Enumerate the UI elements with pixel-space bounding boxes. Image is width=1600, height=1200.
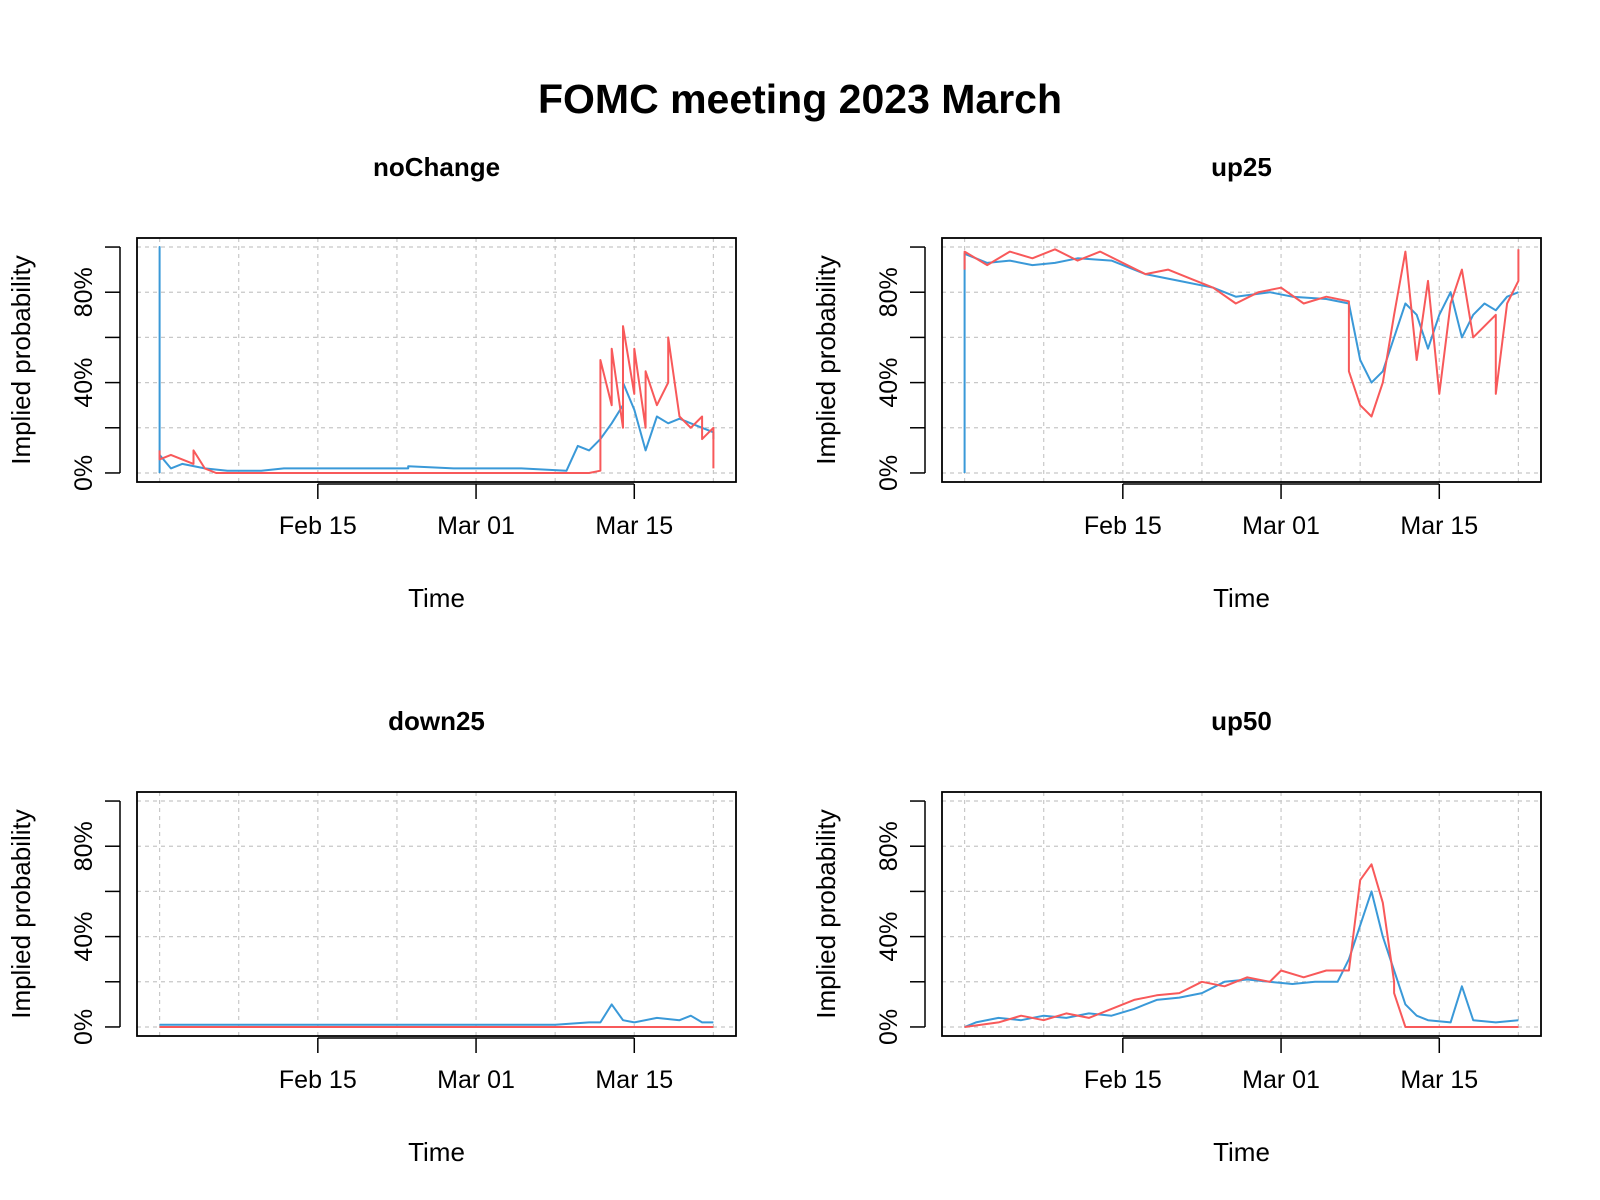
y-tick-label: 40% [875, 358, 903, 408]
x-axis-label: Time [1213, 583, 1270, 613]
series-line-1 [963, 252, 1519, 473]
grid [942, 792, 1541, 1036]
grid [137, 792, 736, 1036]
y-tick-label: 40% [70, 912, 98, 962]
x-tick-label: Mar 15 [1400, 1066, 1478, 1094]
x-tick-label: Mar 01 [437, 512, 515, 540]
y-tick-label: 40% [875, 912, 903, 962]
x-tick-label: Feb 15 [1084, 512, 1162, 540]
x-tick-label: Mar 15 [595, 1066, 673, 1094]
x-tick-label: Mar 15 [1400, 512, 1478, 540]
chart-panel-down25: 0% 40% 80% Feb 15 Mar 01 Mar 15 down25 Time Impl… [6, 706, 737, 1167]
plot-frame [941, 237, 1542, 483]
panel-title: down25 [388, 706, 485, 736]
chart-panel-up25: 0% 40% 80% Feb 15 Mar 01 Mar 15 up25 Time Implie… [811, 152, 1542, 613]
panel-title: up50 [1211, 706, 1272, 736]
x-tick-label: Mar 01 [437, 1066, 515, 1094]
y-tick-label: 80% [70, 267, 98, 317]
x-axis-label: Time [408, 583, 465, 613]
series-line-2 [963, 248, 1520, 418]
figure-title: FOMC meeting 2023 March [537, 76, 1063, 122]
y-axis-label: Implied probability [811, 255, 841, 465]
y-tick-label: 0% [875, 1009, 903, 1045]
chart-panel-up50: 0% 40% 80% Feb 15 Mar 01 Mar 15 up50 Time Implie… [811, 706, 1542, 1167]
y-axis-label: Implied probability [811, 809, 841, 1019]
x-tick-label: Mar 01 [1242, 512, 1320, 540]
panel-title: noChange [373, 152, 500, 182]
x-tick-label: Feb 15 [1084, 1066, 1162, 1094]
y-tick-label: 0% [70, 1009, 98, 1045]
x-axis-label: Time [1213, 1137, 1270, 1167]
x-tick-label: Mar 01 [1242, 1066, 1320, 1094]
y-axis-label: Implied probability [6, 255, 36, 465]
x-axis-label: Time [408, 1137, 465, 1167]
plot-frame [941, 791, 1542, 1037]
grid [137, 238, 736, 482]
y-tick-label: 40% [70, 358, 98, 408]
y-tick-label: 80% [875, 267, 903, 317]
series-line-2 [964, 863, 1519, 1028]
y-tick-label: 80% [70, 821, 98, 871]
plot-frame [136, 791, 737, 1037]
grid [942, 238, 1541, 482]
x-tick-label: Feb 15 [279, 512, 357, 540]
x-tick-label: Feb 15 [279, 1066, 357, 1094]
y-tick-label: 0% [70, 455, 98, 491]
series-line-2 [158, 325, 715, 474]
y-tick-label: 0% [875, 455, 903, 491]
y-tick-label: 80% [875, 821, 903, 871]
plot-frame [136, 237, 737, 483]
series-line-1 [158, 246, 715, 473]
series-line-1 [159, 1003, 714, 1026]
chart-panel-noChange: 0% 40% 80% Feb 15 Mar 01 Mar 15 noChange Time Im… [6, 152, 737, 613]
panel-title: up25 [1211, 152, 1272, 182]
series-line-1 [964, 890, 1519, 1028]
y-axis-label: Implied probability [6, 809, 36, 1019]
x-tick-label: Mar 15 [595, 512, 673, 540]
